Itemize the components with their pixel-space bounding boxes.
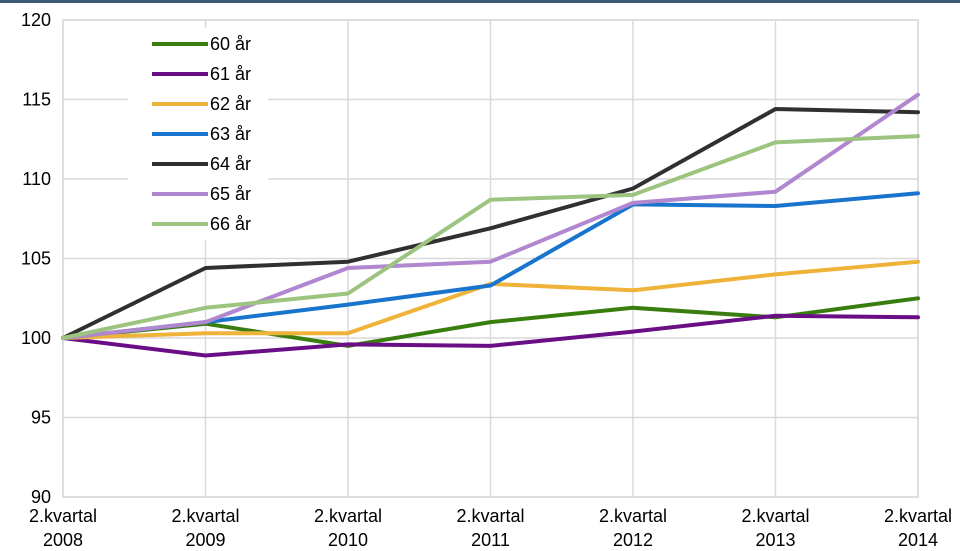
legend-label: 66 år [210, 214, 251, 234]
legend-label: 65 år [210, 184, 251, 204]
y-tick-label: 115 [22, 90, 51, 110]
x-tick-label: 2.kvartal [884, 506, 952, 526]
x-tick-label: 2010 [328, 530, 368, 550]
x-tick-label: 2.kvartal [171, 506, 239, 526]
x-tick-label: 2.kvartal [456, 506, 524, 526]
x-tick-label: 2012 [613, 530, 653, 550]
series-line-6 [61, 92, 920, 340]
x-tick-label: 2.kvartal [314, 506, 382, 526]
legend-label: 62 år [210, 94, 251, 114]
legend-label: 61 år [210, 64, 251, 84]
y-tick-label: 90 [31, 487, 51, 507]
x-tick-label: 2014 [898, 530, 938, 550]
legend-label: 60 år [210, 34, 251, 54]
y-tick-label: 120 [21, 10, 51, 30]
x-tick-label: 2013 [755, 530, 795, 550]
x-tick-label: 2009 [185, 530, 225, 550]
x-axis-tick-labels: 2.kvartal 2008 2.kvartal 2009 2.kvartal 2010 2… [29, 506, 952, 550]
legend-label: 64 år [210, 154, 251, 174]
x-tick-label: 2.kvartal [599, 506, 667, 526]
x-tick-label: 2.kvartal [741, 506, 809, 526]
series-lines [61, 92, 920, 358]
y-axis-tick-labels: 90 95 100 105 110 115 120 [21, 10, 51, 507]
x-tick-label: 2.kvartal [29, 506, 97, 526]
x-tick-label: 2008 [43, 530, 83, 550]
y-tick-label: 105 [21, 249, 51, 269]
x-tick-label: 2011 [471, 530, 510, 550]
legend-label: 63 år [210, 124, 251, 144]
gridlines [62, 19, 919, 498]
y-tick-label: 110 [22, 169, 51, 189]
top-border [0, 0, 960, 3]
y-tick-label: 100 [21, 328, 51, 348]
series-line-5 [61, 107, 920, 340]
y-tick-label: 95 [31, 408, 51, 428]
series-line-2 [61, 313, 920, 358]
series-line-7 [61, 134, 920, 340]
legend: 60 år 61 år 62 år 63 år 64 år 65 år 66 år [128, 28, 268, 240]
